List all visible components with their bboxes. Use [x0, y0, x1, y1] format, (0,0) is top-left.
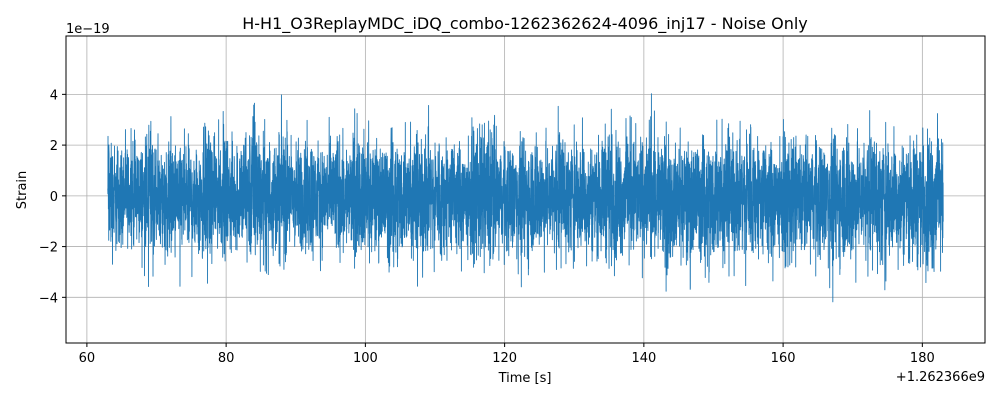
y-axis-label: Strain: [15, 171, 30, 210]
plot-area: 60 80 100 120 140 160 180 −4 −2 0 2 4: [39, 35, 986, 366]
x-axis-label: Time [s]: [498, 371, 552, 386]
axes-frame: [65, 35, 986, 344]
y-tick-label: 4: [50, 88, 58, 103]
x-offset-label: +1.262366e9: [896, 370, 985, 385]
x-tick-label: 180: [910, 351, 935, 366]
y-tick-label: −4: [39, 291, 58, 306]
y-exponent-label: 1e−19: [66, 22, 110, 37]
chart-title: H-H1_O3ReplayMDC_iDQ_combo-1262362624-40…: [242, 14, 808, 34]
x-tick-label: 160: [771, 351, 796, 366]
y-tick-label: 0: [50, 190, 58, 205]
y-tick-label: −2: [39, 241, 58, 256]
x-tick-label: 100: [353, 351, 378, 366]
strain-series-line: [107, 93, 944, 303]
x-tick-label: 60: [79, 351, 96, 366]
y-tick-label: 2: [50, 139, 58, 154]
x-tick-label: 80: [218, 351, 235, 366]
x-tick-label: 140: [631, 351, 656, 366]
x-tick-label: 120: [492, 351, 517, 366]
